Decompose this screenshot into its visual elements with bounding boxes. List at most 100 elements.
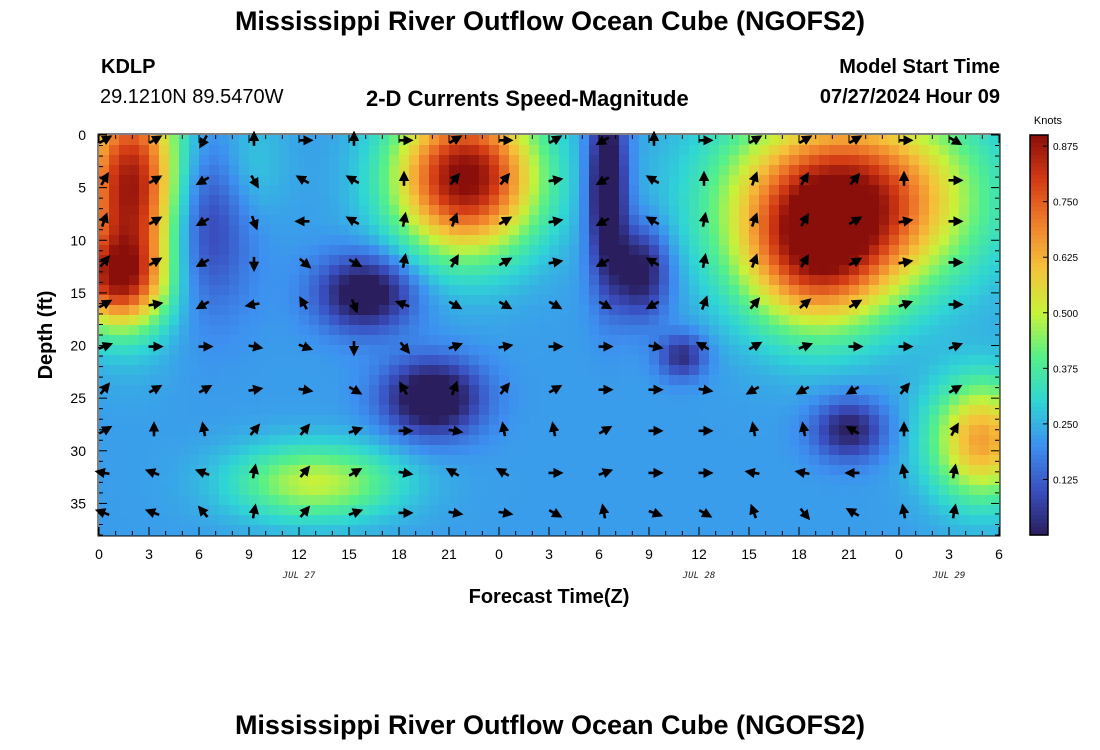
heatmap-cell	[259, 165, 270, 176]
heatmap-cell	[329, 145, 340, 156]
heatmap-cell	[209, 515, 220, 526]
heatmap-cell	[909, 405, 920, 416]
heatmap-cell	[929, 515, 940, 526]
current-vector	[194, 468, 210, 479]
colorbar-segment	[1030, 147, 1048, 152]
heatmap-cell	[719, 465, 730, 476]
heatmap-cell	[229, 255, 240, 266]
heatmap-cell	[879, 495, 890, 506]
heatmap-cell	[209, 345, 220, 356]
heatmap-cell	[969, 145, 980, 156]
heatmap-cell	[919, 485, 930, 496]
heatmap-cell	[359, 345, 370, 356]
heatmap-cell	[399, 265, 410, 276]
heatmap-cell	[939, 285, 950, 296]
heatmap-cell	[489, 285, 500, 296]
heatmap-cell	[529, 225, 540, 236]
heatmap-cell	[809, 345, 820, 356]
heatmap-cell	[989, 425, 1000, 436]
heatmap-cell	[699, 495, 710, 506]
heatmap-cell	[169, 445, 180, 456]
heatmap-cell	[959, 445, 970, 456]
heatmap-cell	[979, 415, 990, 426]
heatmap-cell	[579, 145, 590, 156]
heatmap-cell	[339, 145, 350, 156]
heatmap-cell	[859, 295, 870, 306]
heatmap-cell	[519, 525, 530, 536]
current-vector	[698, 295, 709, 311]
heatmap-cell	[989, 205, 1000, 216]
heatmap-cell	[329, 335, 340, 346]
heatmap-cell	[669, 195, 680, 206]
heatmap-cell	[929, 315, 940, 326]
heatmap-cell	[549, 275, 560, 286]
heatmap-cell	[979, 265, 990, 276]
heatmap-cell	[159, 365, 170, 376]
heatmap-cell	[729, 155, 740, 166]
heatmap-cell	[899, 415, 910, 426]
heatmap-cell	[789, 195, 800, 206]
heatmap-cell	[319, 425, 330, 436]
heatmap-cell	[469, 475, 480, 486]
heatmap-cell	[489, 275, 500, 286]
heatmap-cell	[449, 275, 460, 286]
heatmap-cell	[239, 255, 250, 266]
heatmap-cell	[589, 205, 600, 216]
heatmap-cell	[229, 215, 240, 226]
heatmap-cell	[929, 185, 940, 196]
heatmap-cell	[289, 355, 300, 366]
heatmap-cell	[179, 395, 190, 406]
heatmap-cell	[179, 135, 190, 146]
heatmap-cell	[189, 265, 200, 276]
heatmap-cell	[589, 225, 600, 236]
heatmap-cell	[189, 475, 200, 486]
heatmap-cell	[99, 325, 110, 336]
heatmap-cell	[689, 135, 700, 146]
heatmap-cell	[569, 135, 580, 146]
heatmap-cell	[949, 145, 960, 156]
current-vector	[598, 299, 613, 310]
heatmap-cell	[119, 515, 130, 526]
heatmap-cell	[349, 155, 360, 166]
heatmap-cell	[709, 465, 720, 476]
heatmap-cell	[469, 335, 480, 346]
heatmap-cell	[259, 365, 270, 376]
heatmap-cell	[589, 435, 600, 446]
heatmap-cell	[619, 285, 630, 296]
heatmap-cell	[329, 405, 340, 416]
heatmap-cell	[189, 405, 200, 416]
heatmap-cell	[859, 425, 870, 436]
heatmap-cell	[669, 505, 680, 516]
heatmap-cell	[629, 445, 640, 456]
heatmap-cell	[149, 415, 160, 426]
heatmap-cell	[309, 395, 320, 406]
heatmap-cell	[689, 495, 700, 506]
heatmap-cell	[429, 505, 440, 516]
heatmap-cell	[789, 445, 800, 456]
heatmap-cell	[759, 495, 770, 506]
heatmap-cell	[659, 365, 670, 376]
heatmap-cell	[409, 475, 420, 486]
heatmap-cell	[959, 205, 970, 216]
heatmap-cell	[389, 295, 400, 306]
heatmap-cell	[229, 355, 240, 366]
heatmap-cell	[559, 475, 570, 486]
heatmap-cell	[969, 135, 980, 146]
heatmap-cell	[219, 185, 230, 196]
heatmap-cell	[769, 145, 780, 156]
heatmap-cell	[719, 345, 730, 356]
heatmap-cell	[219, 475, 230, 486]
heatmap-cell	[219, 355, 230, 366]
heatmap-cell	[479, 355, 490, 366]
heatmap-cell	[799, 305, 810, 316]
current-vector	[449, 253, 459, 268]
heatmap-cell	[839, 255, 850, 266]
heatmap-cell	[439, 345, 450, 356]
heatmap-cell	[189, 345, 200, 356]
heatmap-cell	[299, 225, 310, 236]
heatmap-cell	[459, 225, 470, 236]
heatmap-cell	[679, 155, 690, 166]
heatmap-cell	[969, 185, 980, 196]
heatmap-cell	[609, 285, 620, 296]
heatmap-cell	[839, 235, 850, 246]
